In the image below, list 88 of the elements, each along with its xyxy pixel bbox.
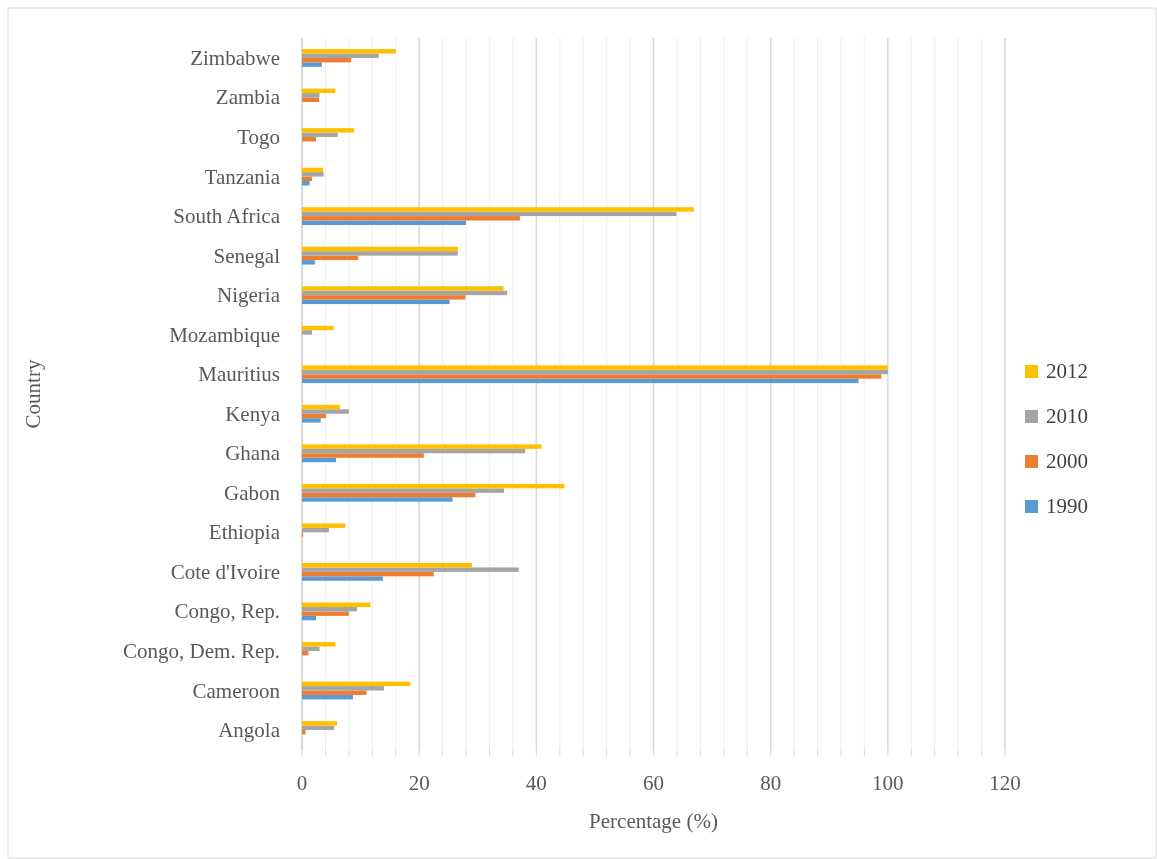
y-tick-label: Congo, Rep. <box>174 599 280 624</box>
bar <box>302 681 411 687</box>
y-tick-label: Mauritius <box>198 362 280 387</box>
bar <box>302 602 371 607</box>
bar <box>302 176 312 182</box>
y-tick-label: Cote d'Ivoire <box>170 559 280 584</box>
bar <box>302 369 888 375</box>
y-tick-label: Gabon <box>224 480 281 505</box>
legend-label: 2000 <box>1046 449 1088 473</box>
bar <box>302 132 338 138</box>
bar <box>302 290 508 296</box>
bar <box>302 642 336 647</box>
x-tick-label: 120 <box>989 771 1021 795</box>
bar <box>302 721 338 726</box>
bar <box>302 725 335 731</box>
legend-label: 2010 <box>1046 404 1088 428</box>
x-tick-label: 100 <box>872 771 904 795</box>
bar <box>302 571 434 577</box>
bar <box>302 260 315 265</box>
x-axis-title: Percentage (%) <box>589 809 718 833</box>
legend-label: 2012 <box>1046 359 1088 383</box>
bar <box>302 730 306 735</box>
x-tick-label: 20 <box>408 771 430 795</box>
bar <box>302 220 467 225</box>
bar <box>302 492 476 498</box>
bar <box>302 211 677 217</box>
bar <box>302 694 353 700</box>
bar <box>302 128 355 133</box>
bar <box>302 418 321 423</box>
bar <box>302 299 450 305</box>
y-tick-label: Ethiopia <box>208 520 281 545</box>
bar <box>302 527 329 533</box>
bar <box>302 378 859 384</box>
bar <box>302 453 424 458</box>
bar <box>302 97 319 102</box>
bar <box>302 49 396 54</box>
bar <box>302 409 349 414</box>
x-tick-label: 40 <box>525 771 547 795</box>
bar <box>302 563 472 568</box>
bar <box>302 62 322 67</box>
bar <box>302 448 526 454</box>
y-tick-label: Zambia <box>215 85 281 110</box>
bar <box>302 172 324 177</box>
bar <box>302 181 310 186</box>
y-tick-label: Nigeria <box>217 283 281 308</box>
x-tick-label: 0 <box>296 771 308 795</box>
bar <box>302 246 458 252</box>
bar <box>302 576 383 581</box>
bar <box>302 286 504 291</box>
bar <box>302 255 359 261</box>
x-tick-label: 80 <box>760 771 782 795</box>
y-tick-label: Kenya <box>225 401 281 426</box>
bar <box>302 483 565 489</box>
bar <box>302 413 327 419</box>
bar <box>302 216 520 221</box>
y-tick-label: Zimbabwe <box>190 45 280 70</box>
bar <box>302 497 453 502</box>
y-tick-label: Ghana <box>225 441 281 466</box>
bar <box>302 207 694 212</box>
bar <box>302 330 312 335</box>
bar <box>302 488 505 493</box>
y-tick-label: Cameroon <box>192 678 281 703</box>
bar <box>302 457 336 463</box>
bar <box>302 374 882 379</box>
y-tick-label: Senegal <box>213 243 281 268</box>
bar <box>302 295 466 300</box>
bar <box>302 567 519 572</box>
y-tick-label: South Africa <box>173 204 281 229</box>
x-tick-label: 60 <box>643 771 664 795</box>
bar <box>302 365 888 370</box>
bar <box>302 404 341 410</box>
bar <box>302 646 320 651</box>
bar <box>302 611 349 616</box>
bar <box>302 686 385 691</box>
bar <box>302 251 458 256</box>
bar <box>302 93 320 98</box>
bar <box>302 325 334 331</box>
bar <box>302 523 346 528</box>
bar <box>302 606 358 612</box>
y-tick-label: Tanzania <box>204 164 281 189</box>
bar <box>302 53 379 58</box>
y-tick-label: Togo <box>237 125 280 150</box>
y-tick-label: Angola <box>218 718 281 743</box>
bar <box>302 444 542 449</box>
legend-label: 1990 <box>1046 494 1088 518</box>
y-axis-title: Country <box>21 359 45 429</box>
y-tick-label: Mozambique <box>169 322 280 347</box>
y-tick-label: Congo, Dem. Rep. <box>123 638 280 663</box>
